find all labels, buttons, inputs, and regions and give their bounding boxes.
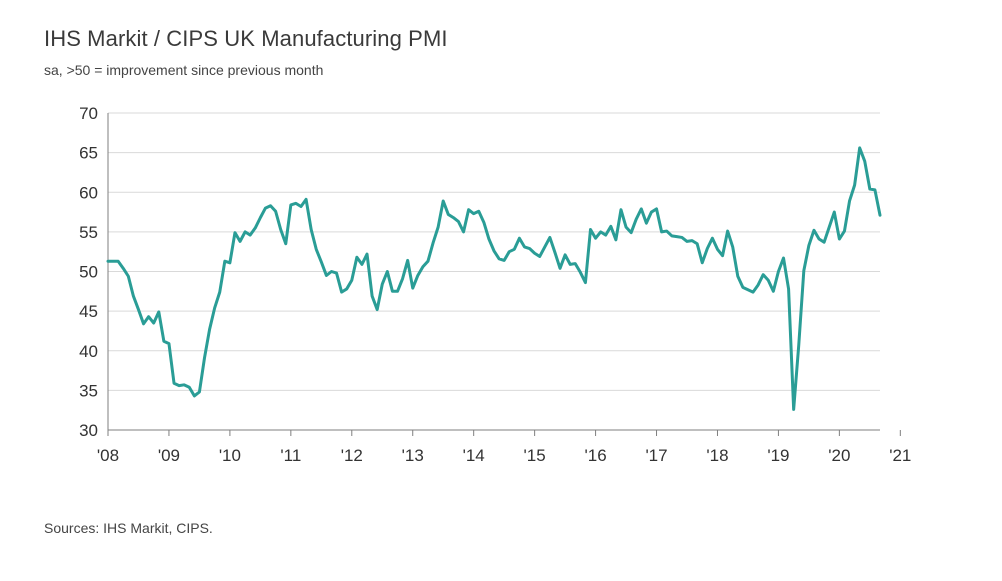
y-tick-label: 60 [79,183,98,202]
source-note: Sources: IHS Markit, CIPS. [44,520,213,536]
y-tick-label: 30 [79,421,98,440]
y-tick-label: 55 [79,223,98,242]
y-tick-label: 50 [79,263,98,282]
pmi-series-line [106,146,882,411]
y-tick-label: 70 [79,104,98,123]
y-axis-ticks: 30 35 40 45 50 55 60 65 70 [79,104,98,440]
y-tick-label: 65 [79,144,98,163]
x-tick-label: '17 [645,446,667,465]
x-axis-ticks: '08 '09 '10 '11 '12 '13 '14 '15 '16 '17 '18 '19 '20 '… [97,430,911,465]
x-tick-label: '08 [97,446,119,465]
x-tick-label: '10 [219,446,241,465]
x-tick-label: '12 [341,446,363,465]
x-tick-label: '21 [889,446,911,465]
x-tick-label: '18 [706,446,728,465]
x-tick-label: '09 [158,446,180,465]
y-tick-label: 45 [79,302,98,321]
gridlines [107,112,880,431]
y-tick-label: 40 [79,342,98,361]
y-tick-label: 35 [79,381,98,400]
chart-title: IHS Markit / CIPS UK Manufacturing PMI [44,26,448,51]
chart-subtitle: sa, >50 = improvement since previous mon… [44,62,324,78]
x-tick-label: '16 [585,446,607,465]
x-tick-label: '20 [828,446,850,465]
series-layer [106,146,882,411]
x-tick-label: '19 [767,446,789,465]
x-tick-label: '11 [280,446,301,465]
x-tick-label: '14 [463,446,485,465]
x-tick-label: '15 [524,446,546,465]
x-tick-label: '13 [402,446,424,465]
